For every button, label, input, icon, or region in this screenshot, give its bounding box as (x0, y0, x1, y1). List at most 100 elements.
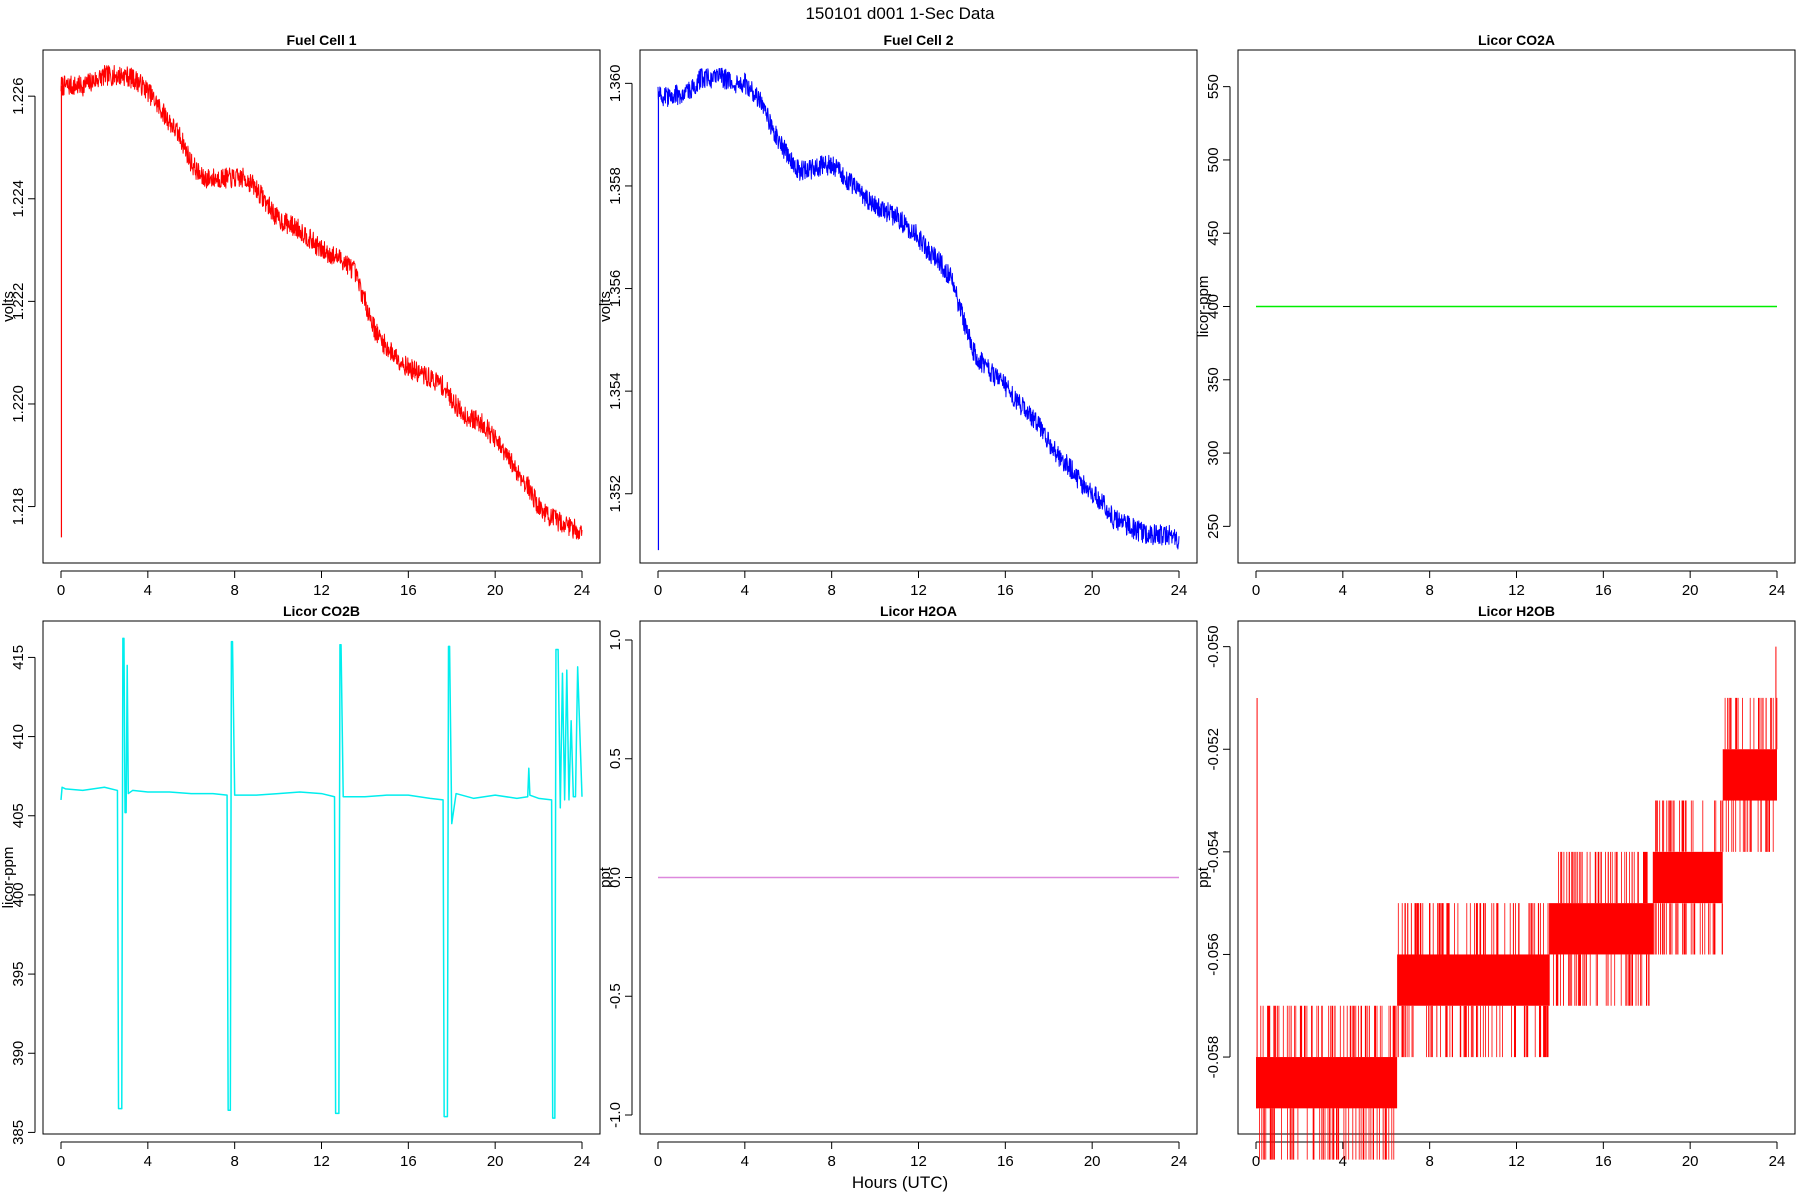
x-tick-label: 24 (1769, 582, 1786, 599)
y-tick-label: 1.0 (607, 630, 624, 651)
x-tick-label: 20 (487, 1153, 504, 1170)
chart-panel-1: Fuel Cell 1 volts 0 4 8 12 16 20 24 1.218 1.220 1.2… (0, 32, 601, 599)
step-band (1653, 851, 1723, 904)
x-tick-label: 12 (1508, 1153, 1525, 1170)
main-title: 150101 d001 1-Sec Data (805, 4, 995, 23)
panel-title: Licor H2OA (880, 603, 957, 619)
x-tick-label: 24 (1769, 1153, 1786, 1170)
y-tick-label: 450 (1205, 221, 1222, 246)
y-axis-label: ppt (1195, 866, 1212, 888)
step-band (1549, 903, 1654, 955)
plot-frame (639, 620, 1198, 1135)
x-tick-label: 20 (1682, 1153, 1699, 1170)
x-tick-label: 8 (827, 1153, 835, 1170)
chart-panel-6: Licor H2OB ppt 0 4 8 12 16 20 24 -0.058 -0.056 -0.0… (1195, 603, 1796, 1170)
x-tick-label: 4 (741, 582, 749, 599)
y-tick-label: 410 (10, 724, 27, 749)
y-tick-label: -0.058 (1205, 1036, 1222, 1079)
y-axis-label: licor-ppm (1195, 276, 1212, 338)
x-tick-label: 0 (57, 1153, 65, 1170)
x-tick-label: 0 (654, 582, 662, 599)
x-tick-label: 0 (1252, 582, 1260, 599)
y-tick-label: 0.0 (607, 867, 624, 888)
y-tick-label: 1.358 (607, 167, 624, 205)
x-tick-label: 8 (230, 1153, 238, 1170)
x-tick-label: 4 (1339, 582, 1347, 599)
x-tick-label: 12 (1508, 582, 1525, 599)
y-tick-label: 395 (10, 962, 27, 987)
series-line (60, 64, 583, 540)
y-tick-label: 1.224 (10, 180, 27, 218)
y-tick-label: 385 (10, 1120, 27, 1145)
panel-title: Licor H2OB (1478, 603, 1555, 619)
step-band (1397, 954, 1550, 1006)
x-tick-label: 4 (741, 1153, 749, 1170)
y-tick-label: 1.218 (10, 488, 27, 526)
x-tick-label: 12 (910, 1153, 927, 1170)
y-tick-label: -1.0 (607, 1102, 624, 1128)
x-tick-label: 8 (827, 582, 835, 599)
x-tick-label: 8 (1425, 582, 1433, 599)
x-tick-label: 12 (313, 1153, 330, 1170)
panel-title: Fuel Cell 1 (286, 32, 356, 48)
chart-panel-2: Fuel Cell 2 volts 0 4 8 12 16 20 24 1.352 1.354 1.3… (597, 32, 1198, 599)
x-tick-label: 16 (1595, 1153, 1612, 1170)
step-band (1256, 1057, 1398, 1109)
y-tick-label: 250 (1205, 514, 1222, 539)
x-tick-label: 24 (574, 1153, 591, 1170)
y-tick-label: 400 (10, 882, 27, 907)
y-tick-label: 500 (1205, 147, 1222, 172)
x-tick-label: 8 (1425, 1153, 1433, 1170)
panel-title: Licor CO2B (283, 603, 360, 619)
step-noise-lines (1653, 800, 1723, 955)
x-tick-label: 16 (400, 1153, 417, 1170)
x-tick-label: 0 (57, 582, 65, 599)
y-tick-label: 390 (10, 1041, 27, 1066)
series-line (60, 637, 583, 1119)
y-tick-label: 350 (1205, 367, 1222, 392)
y-axis-label: ppt (597, 866, 614, 888)
y-tick-label: -0.050 (1205, 625, 1222, 668)
chart-panel-5: Licor H2OA ppt 0 4 8 12 16 20 24 -1.0 -0.5 0.0 0.5 1.… (597, 603, 1198, 1170)
y-tick-label: 550 (1205, 74, 1222, 99)
x-tick-label: 20 (1084, 582, 1101, 599)
x-tick-label: 20 (1084, 1153, 1101, 1170)
x-tick-label: 0 (1252, 1153, 1260, 1170)
y-tick-label: 1.356 (607, 270, 624, 308)
step-noise-lines (1259, 1005, 1398, 1160)
y-tick-label: -0.5 (607, 983, 624, 1009)
chart-panel-4: Licor CO2B licor-ppm 0 4 8 12 16 20 24 385 390 395 4… (0, 603, 601, 1170)
x-tick-label: 12 (313, 582, 330, 599)
y-axis-label: licor-ppm (0, 847, 17, 909)
y-tick-label: 1.226 (10, 77, 27, 115)
y-tick-label: -0.056 (1205, 933, 1222, 976)
plot-frame (42, 620, 601, 1135)
x-tick-label: 16 (400, 582, 417, 599)
y-tick-label: 0.5 (607, 748, 624, 769)
chart-panel-3: Licor CO2A licor-ppm 0 4 8 12 16 20 24 250 300 350 4… (1195, 32, 1796, 599)
y-tick-label: -0.054 (1205, 831, 1222, 874)
plot-frame (1237, 49, 1796, 564)
y-axis-label: volts (0, 291, 17, 322)
x-tick-label: 16 (997, 1153, 1014, 1170)
x-axis-label: Hours (UTC) (852, 1173, 948, 1192)
x-tick-label: 8 (230, 582, 238, 599)
y-tick-label: 1.220 (10, 385, 27, 423)
x-tick-label: 20 (1682, 582, 1699, 599)
step-noise-lines (1548, 851, 1654, 1006)
x-tick-label: 24 (1171, 1153, 1188, 1170)
step-noise-lines (1397, 903, 1549, 1058)
y-tick-label: -0.052 (1205, 728, 1222, 771)
series-line (657, 67, 1180, 550)
y-tick-label: 1.354 (607, 372, 624, 410)
step-noise-lines (1722, 697, 1778, 852)
y-tick-label: 1.360 (607, 65, 624, 103)
y-tick-label: 1.222 (10, 283, 27, 321)
plot-frame (639, 49, 1198, 564)
x-tick-label: 24 (574, 582, 591, 599)
y-tick-label: 415 (10, 645, 27, 670)
plot-frame (1237, 620, 1796, 1135)
y-tick-label: 300 (1205, 441, 1222, 466)
y-tick-label: 400 (1205, 294, 1222, 319)
